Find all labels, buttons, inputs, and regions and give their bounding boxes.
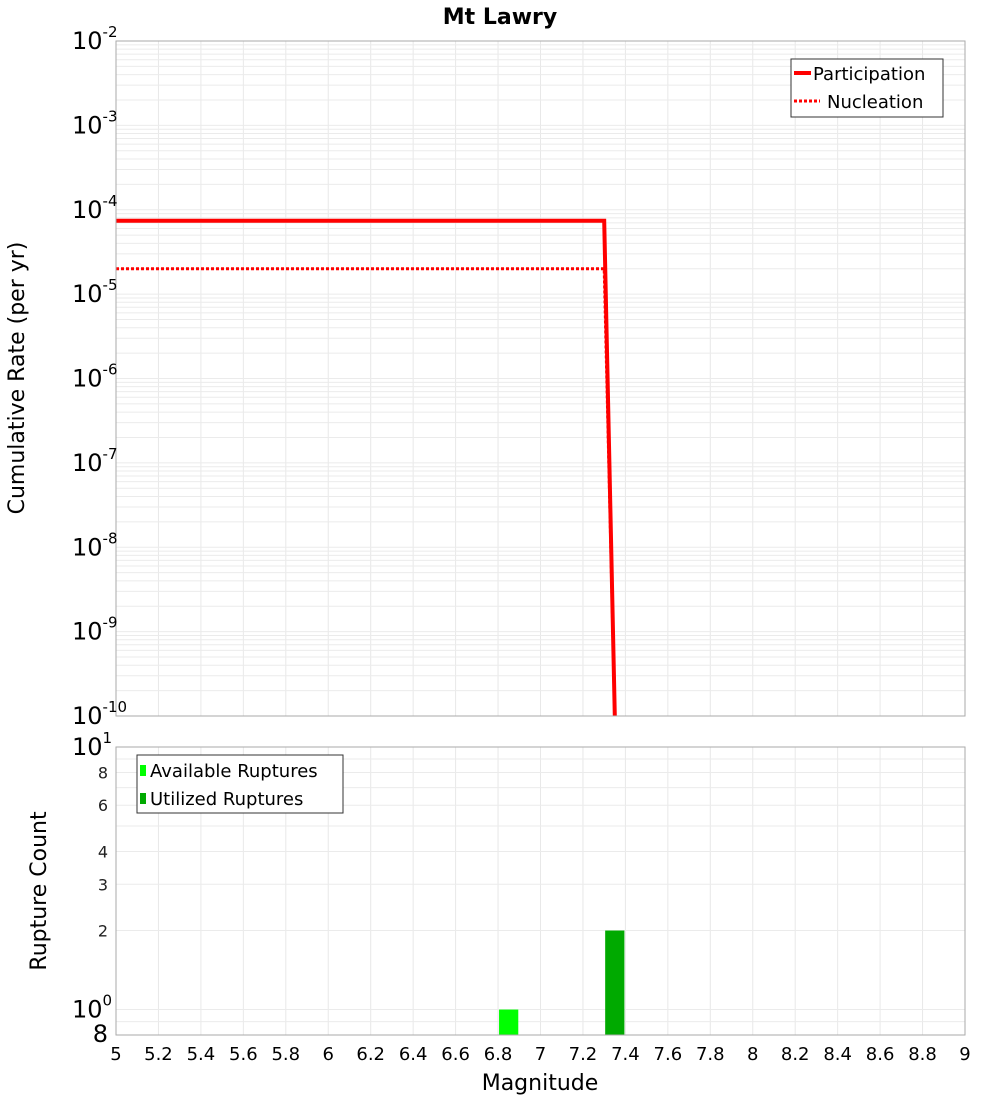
- legend-nucleation: Nucleation: [827, 92, 923, 113]
- x-tick-label: 9: [959, 1044, 970, 1065]
- x-ticks: 5 5.2 5.4 5.6 5.8 6 6.2 6.4 6.6 6.8 7 7.2 7.4 7.6 7.8 8…: [110, 1044, 970, 1065]
- x-tick-label: 5.4: [187, 1044, 216, 1065]
- bottom-bars: [499, 930, 625, 1035]
- legend-available: Available Ruptures: [150, 761, 318, 782]
- y-tick-label: 10-9: [72, 614, 118, 646]
- x-tick-label: 6.2: [356, 1044, 385, 1065]
- chart-title: Mt Lawry: [443, 5, 557, 30]
- y-tick-label: 2: [98, 922, 108, 941]
- x-tick-label: 7.2: [569, 1044, 598, 1065]
- y-tick-label: 4: [98, 842, 108, 861]
- cumulative-rate-plot: 10-2 10-3 10-4 10-5 10-6 10-7 10-8 10-9 10-10 Cu…: [5, 23, 966, 730]
- nucleation-line: [116, 267, 617, 717]
- y-tick-label: 10-8: [72, 529, 118, 561]
- x-tick-label: 7.4: [611, 1044, 640, 1065]
- bottom-legend: Available Ruptures Utilized Ruptures: [136, 754, 344, 814]
- x-tick-label: 7.6: [654, 1044, 683, 1065]
- y-tick-label: 10-10: [72, 698, 127, 730]
- legend-utilized: Utilized Ruptures: [150, 789, 303, 810]
- top-series: [116, 218, 617, 717]
- y-tick-label: 10-3: [72, 107, 118, 139]
- y-tick-label: 6: [98, 796, 108, 815]
- x-tick-label: 8.6: [866, 1044, 895, 1065]
- x-tick-label: 5.8: [271, 1044, 300, 1065]
- y-tick-label: 101: [72, 729, 112, 761]
- x-tick-label: 8: [747, 1044, 758, 1065]
- y-tick-label: 8: [93, 1020, 108, 1048]
- legend-participation: Participation: [813, 64, 925, 85]
- top-grid: [116, 41, 966, 716]
- y-tick-label: 10-2: [72, 23, 118, 55]
- x-tick-label: 6: [323, 1044, 334, 1065]
- top-y-ticks: 10-2 10-3 10-4 10-5 10-6 10-7 10-8 10-9 10-10: [72, 23, 127, 730]
- y-tick-label: 10-5: [72, 276, 118, 308]
- available-swatch-icon: [140, 765, 146, 776]
- x-tick-label: 6.4: [399, 1044, 428, 1065]
- y-tick-label: 10-7: [72, 445, 118, 477]
- top-legend: Participation Nucleation: [790, 58, 944, 118]
- y-tick-label: 10-4: [72, 192, 118, 224]
- x-tick-label: 8.4: [823, 1044, 852, 1065]
- x-tick-label: 5: [110, 1044, 121, 1065]
- y-tick-label: 100: [72, 992, 112, 1024]
- y-tick-label: 8: [98, 763, 108, 782]
- x-tick-label: 7: [535, 1044, 546, 1065]
- x-tick-label: 8.8: [908, 1044, 937, 1065]
- available-ruptures-bar: [499, 1009, 519, 1035]
- y-tick-label: 3: [98, 875, 108, 894]
- x-tick-label: 5.2: [144, 1044, 173, 1065]
- x-axis-label: Magnitude: [482, 1071, 599, 1096]
- x-tick-label: 8.2: [781, 1044, 810, 1065]
- top-y-axis-label: Cumulative Rate (per yr): [5, 242, 30, 515]
- utilized-swatch-icon: [140, 793, 146, 804]
- utilized-ruptures-bar: [605, 930, 625, 1035]
- x-tick-label: 7.8: [696, 1044, 725, 1065]
- x-tick-label: 5.6: [229, 1044, 258, 1065]
- y-tick-label: 10-6: [72, 361, 118, 393]
- x-tick-label: 6.6: [441, 1044, 470, 1065]
- bottom-y-axis-label: Rupture Count: [27, 811, 52, 971]
- x-tick-label: 6.8: [484, 1044, 513, 1065]
